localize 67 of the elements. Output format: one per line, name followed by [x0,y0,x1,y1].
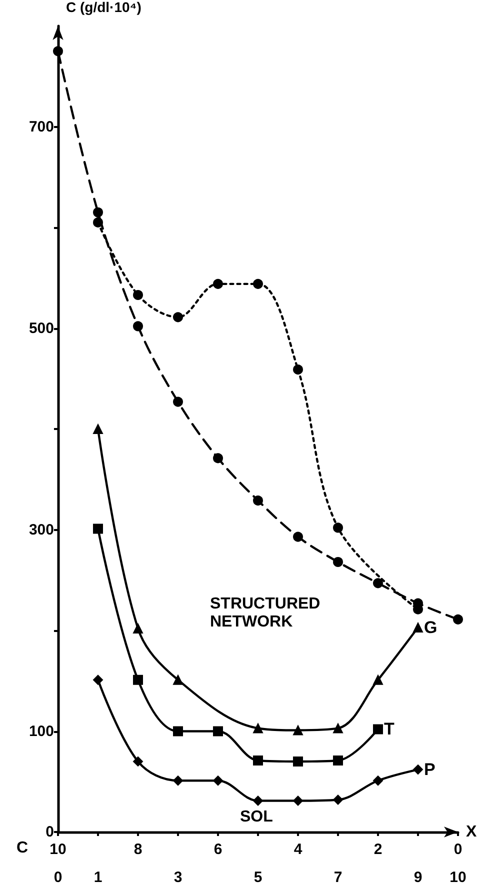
point [253,496,263,506]
point [293,725,303,736]
point [293,364,303,375]
y-tick-label: 500 [28,320,54,337]
annotation: STRUCTURED NETWORK [210,596,325,630]
x2-tick-label: 4 [294,841,303,858]
point [413,764,423,775]
y-tick-label: 100 [28,722,54,740]
point [133,623,143,634]
series-label: P [424,760,436,780]
x2-tick-label: 10 [50,841,66,858]
series-label: G [424,618,438,637]
point [333,522,343,533]
x2-tick-label: 2 [374,841,382,858]
point [333,556,343,567]
point [213,453,223,464]
annotation: SOL [240,808,274,826]
x-tick-label: 10 [450,869,466,886]
point [133,290,143,300]
x-tick-label: 1 [94,869,102,886]
point [453,614,463,624]
x2-tick-label: 8 [134,841,142,858]
y-tick-label: 0 [46,824,54,840]
point [173,674,183,685]
y-axis-title: C (g/dl·10⁴) [66,0,142,15]
point [53,46,63,56]
y-tick-label: 300 [28,521,54,538]
point [173,396,183,407]
point [373,674,383,685]
point [133,321,143,332]
x-axis-title: X [466,824,477,840]
point [333,794,343,805]
x-tick-label: 9 [414,869,422,886]
y-tick-label: 700 [28,118,54,136]
x2-tick-label: 6 [214,841,222,858]
point [213,278,223,289]
point [373,776,383,786]
point [373,724,383,734]
series-label: T [384,720,395,739]
point [413,622,423,632]
point [253,796,263,806]
point [133,674,143,685]
x-tick-label: 7 [334,869,342,886]
point [293,756,303,766]
point [93,674,103,685]
point [93,207,103,218]
point [213,726,223,736]
point [293,796,303,806]
point [213,776,223,786]
x-tick-label: 3 [174,869,182,886]
x2-axis-title: C [16,840,28,856]
point [93,217,103,228]
point [253,723,263,734]
point [253,755,263,766]
point [333,723,343,734]
point [333,755,343,766]
point [93,524,103,534]
point [373,578,383,588]
point [173,726,183,736]
x-tick-label: 5 [254,869,262,886]
x2-tick-label: 0 [454,841,462,858]
point [293,532,303,542]
point [173,312,183,322]
point [93,424,103,434]
point [173,776,183,786]
point [133,756,143,766]
point [253,278,263,289]
